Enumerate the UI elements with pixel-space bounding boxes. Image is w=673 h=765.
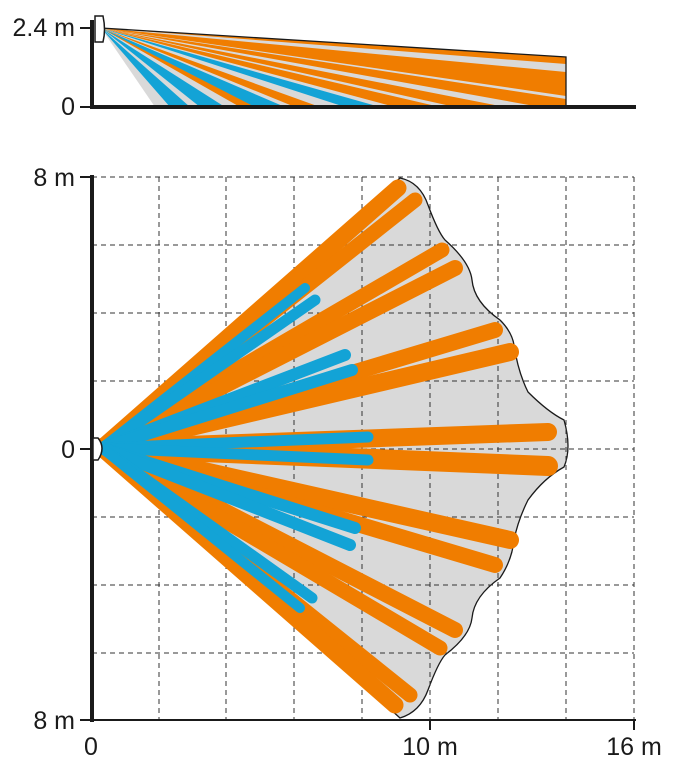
side-beam-long-4 [101, 28, 505, 107]
x-16m-label: 16 m [606, 733, 662, 761]
beam-long-12 [94, 440, 448, 656]
side-beam-long-1 [101, 28, 566, 64]
x-10m-label: 10 m [402, 733, 458, 761]
side-detector-icon [94, 15, 106, 43]
side-beam-long-2 [101, 28, 566, 96]
side-beam-long-3 [101, 28, 566, 107]
x-origin-label: 0 [84, 733, 98, 761]
side-floor-label: 0 [61, 93, 75, 121]
side-view-long-range-beams [101, 28, 566, 107]
side-view: 2.4 m 0 [12, 14, 636, 121]
beam-short-8 [96, 442, 356, 551]
bottom-8m-label: 8 m [33, 707, 75, 735]
side-beam-long-5 [101, 28, 440, 107]
side-beam-long-6 [101, 28, 320, 107]
side-view-short-range-beams [101, 28, 380, 107]
side-beam-short-4 [101, 28, 190, 107]
side-view-outline [100, 27, 567, 107]
side-height-label: 2.4 m [12, 14, 75, 42]
center-0-label: 0 [61, 436, 75, 464]
beam-short-10 [97, 443, 305, 613]
side-beam-short-3 [101, 28, 225, 107]
top-view: 8 m 0 8 m 0 10 m 16 m [33, 164, 661, 761]
short-range-beams [96, 283, 374, 613]
beam-short-2 [96, 294, 321, 454]
beam-long-4 [94, 260, 463, 456]
top-8m-label: 8 m [33, 164, 75, 192]
beam-short-6 [96, 442, 374, 466]
beam-short-4 [96, 364, 358, 454]
detector-icon [92, 437, 103, 461]
side-beam-short-2 [101, 28, 285, 107]
side-beam-short-1 [101, 28, 380, 107]
